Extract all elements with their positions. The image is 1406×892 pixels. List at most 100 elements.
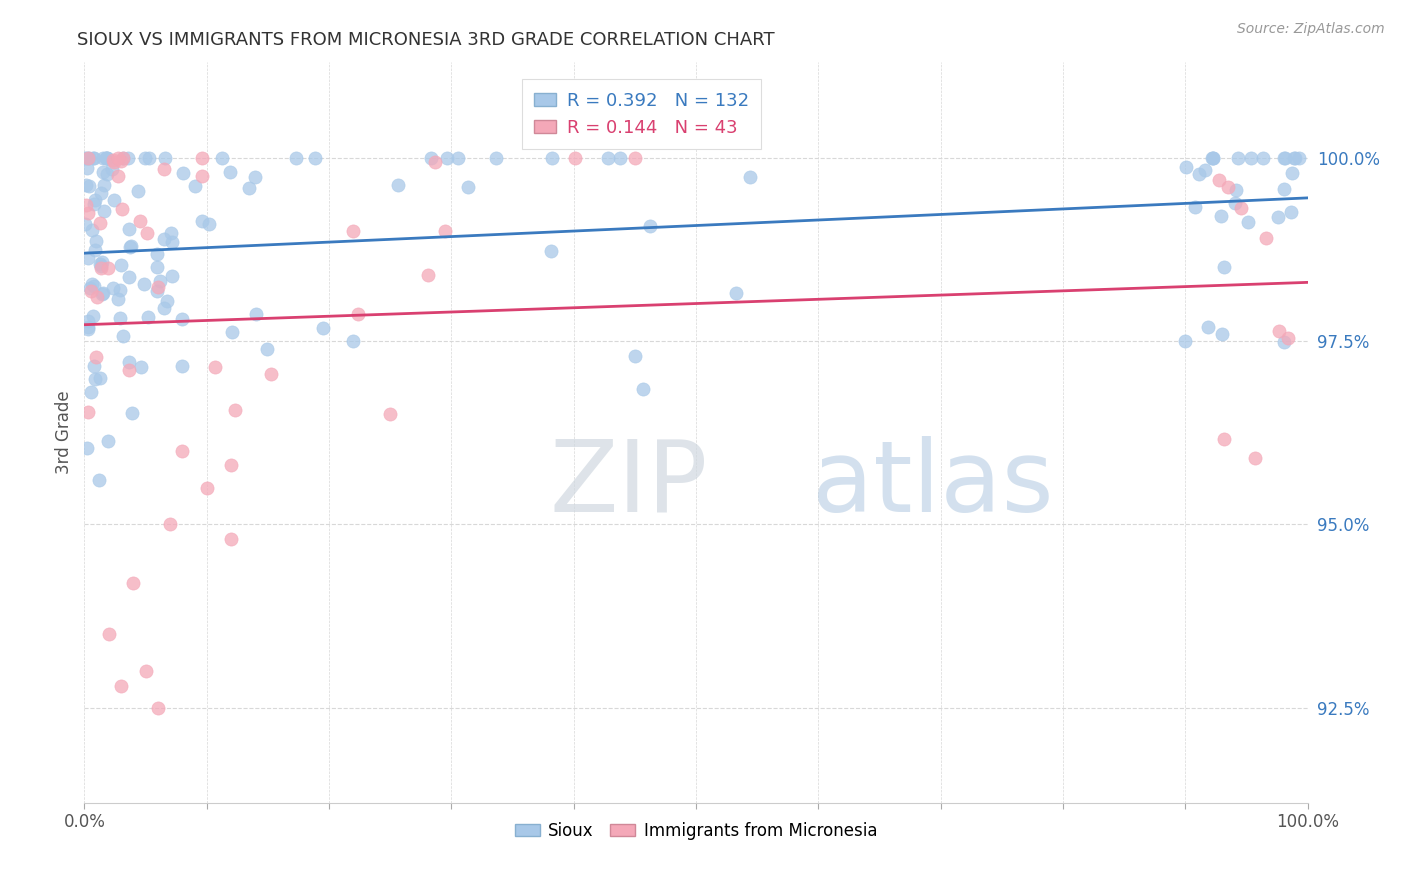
- Y-axis label: 3rd Grade: 3rd Grade: [55, 391, 73, 475]
- Point: [77, 151, 100, 165]
- Point: [485, 151, 508, 165]
- Point: [172, 166, 194, 180]
- Point: [91, 287, 114, 301]
- Point: [436, 151, 458, 165]
- Point: [77, 151, 100, 165]
- Point: [1225, 183, 1247, 197]
- Point: [609, 151, 631, 165]
- Point: [79, 281, 101, 295]
- Point: [148, 279, 170, 293]
- Point: [145, 246, 167, 260]
- Point: [118, 355, 141, 369]
- Point: [342, 224, 364, 238]
- Point: [76, 314, 98, 328]
- Point: [76, 161, 98, 176]
- Point: [97, 260, 120, 275]
- Point: [152, 232, 174, 246]
- Point: [1272, 182, 1295, 196]
- Point: [118, 269, 141, 284]
- Point: [134, 277, 156, 291]
- Point: [136, 310, 159, 324]
- Point: [191, 213, 214, 227]
- Point: [245, 307, 267, 321]
- Point: [89, 370, 111, 384]
- Point: [724, 285, 747, 300]
- Point: [638, 219, 661, 234]
- Point: [89, 216, 111, 230]
- Point: [346, 307, 368, 321]
- Point: [1268, 324, 1291, 338]
- Point: [221, 325, 243, 339]
- Point: [191, 169, 214, 184]
- Point: [1209, 209, 1232, 223]
- Text: ZIP: ZIP: [550, 436, 707, 533]
- Point: [1236, 215, 1258, 229]
- Point: [93, 204, 115, 219]
- Point: [84, 194, 107, 208]
- Point: [110, 679, 132, 693]
- Point: [419, 151, 441, 165]
- Point: [112, 151, 135, 165]
- Text: atlas: atlas: [813, 436, 1054, 533]
- Text: Source: ZipAtlas.com: Source: ZipAtlas.com: [1237, 22, 1385, 37]
- Point: [1208, 173, 1230, 187]
- Point: [1201, 151, 1223, 165]
- Point: [218, 164, 240, 178]
- Point: [153, 161, 176, 176]
- Point: [145, 260, 167, 274]
- Point: [1272, 151, 1295, 165]
- Point: [387, 178, 409, 192]
- Point: [76, 151, 98, 165]
- Point: [380, 407, 402, 421]
- Point: [1188, 167, 1211, 181]
- Point: [190, 151, 212, 165]
- Point: [83, 278, 105, 293]
- Point: [149, 275, 172, 289]
- Point: [107, 151, 129, 165]
- Point: [97, 434, 120, 449]
- Point: [110, 283, 132, 297]
- Point: [83, 359, 105, 373]
- Point: [75, 198, 97, 212]
- Point: [564, 151, 586, 165]
- Point: [423, 154, 446, 169]
- Point: [146, 284, 169, 298]
- Point: [87, 473, 110, 487]
- Point: [159, 226, 181, 240]
- Point: [245, 169, 267, 184]
- Point: [1279, 205, 1302, 219]
- Point: [1225, 195, 1247, 210]
- Point: [138, 151, 160, 165]
- Point: [101, 281, 124, 295]
- Point: [101, 153, 124, 168]
- Point: [170, 359, 193, 373]
- Point: [156, 293, 179, 308]
- Point: [624, 349, 647, 363]
- Point: [89, 257, 111, 271]
- Point: [1244, 451, 1267, 466]
- Point: [129, 359, 152, 374]
- Point: [1274, 151, 1296, 165]
- Point: [76, 205, 98, 219]
- Point: [80, 284, 103, 298]
- Point: [121, 407, 143, 421]
- Point: [198, 217, 221, 231]
- Point: [304, 151, 326, 165]
- Point: [76, 441, 98, 455]
- Point: [90, 186, 112, 200]
- Point: [127, 184, 149, 198]
- Point: [84, 234, 107, 248]
- Point: [118, 363, 141, 377]
- Point: [117, 151, 139, 165]
- Point: [1213, 260, 1236, 274]
- Point: [83, 151, 105, 165]
- Point: [159, 517, 181, 532]
- Point: [172, 312, 194, 326]
- Point: [77, 322, 100, 336]
- Point: [1194, 163, 1216, 178]
- Point: [96, 167, 118, 181]
- Point: [82, 309, 104, 323]
- Point: [90, 260, 112, 275]
- Point: [84, 243, 107, 257]
- Point: [1174, 334, 1197, 348]
